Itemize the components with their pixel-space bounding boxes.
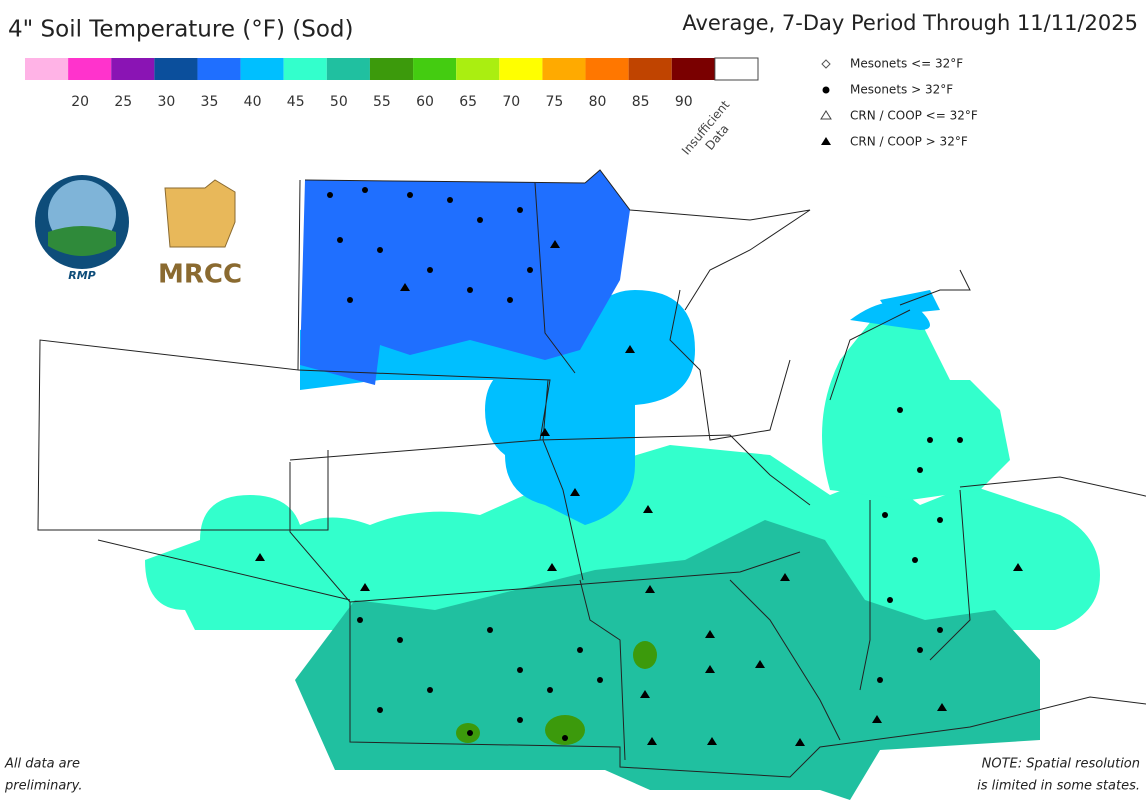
color-swatch	[283, 58, 327, 80]
legend-label: CRN / COOP <= 32°F	[850, 109, 978, 123]
colorbar-label: 60	[416, 94, 434, 110]
subtitle: Average, 7-Day Period Through 11/11/2025	[682, 11, 1138, 35]
legend-icon	[821, 59, 831, 69]
note-right: is limited in some states.	[977, 779, 1140, 794]
colorbar: 20 25 30 35 40 45 50 55 60 65 70 75 80 85 90	[25, 57, 759, 110]
title: 4" Soil Temperature (°F) (Sod)	[8, 17, 354, 43]
legend-icon	[820, 110, 832, 120]
region-40	[850, 290, 940, 330]
color-swatch	[714, 57, 759, 81]
region-45	[822, 310, 1010, 500]
legend-label: Mesonets <= 32°F	[850, 57, 963, 71]
logo-text: MRCC	[158, 260, 242, 290]
colorbar-label: 20	[71, 94, 89, 110]
colorbar-label: 40	[244, 94, 262, 110]
colorbar-label: 35	[201, 94, 219, 110]
mrcc-logo: MRCC	[158, 179, 242, 290]
colorbar-label: 50	[330, 94, 348, 110]
colorbar-label: 65	[459, 94, 477, 110]
map	[37, 169, 1146, 800]
color-swatch	[456, 58, 500, 80]
legend-icon	[821, 137, 831, 145]
colorbar-label: 70	[502, 94, 520, 110]
colorbar-label: 85	[632, 94, 650, 110]
legend: Mesonets <= 32°F Mesonets > 32°F CRN / C…	[820, 57, 978, 149]
color-swatch	[111, 58, 155, 80]
colorbar-label: 45	[287, 94, 305, 110]
colorbar-label: 75	[545, 94, 563, 110]
colorbar-label: 80	[589, 94, 607, 110]
color-swatch	[326, 58, 370, 80]
legend-label: Mesonets > 32°F	[850, 83, 953, 97]
color-swatch	[585, 58, 629, 80]
rmp-logo: RMP	[35, 175, 129, 282]
color-swatch	[628, 58, 672, 80]
color-swatch	[542, 58, 586, 80]
region-50	[295, 520, 1040, 800]
color-swatch	[240, 58, 284, 80]
region-40	[485, 290, 695, 525]
logo-text: RMP	[68, 269, 95, 282]
stations	[255, 187, 1023, 746]
region-55	[545, 715, 585, 745]
color-swatch	[499, 58, 543, 80]
note-right: NOTE: Spatial resolution	[982, 757, 1140, 772]
color-swatch	[671, 58, 715, 80]
region-35	[300, 170, 630, 385]
logo-map	[164, 179, 236, 248]
legend-label: CRN / COOP > 32°F	[850, 135, 968, 149]
notes: All data are preliminary. NOTE: Spatial …	[4, 757, 1140, 794]
colorbar-label: 25	[114, 94, 132, 110]
color-swatch	[25, 58, 69, 80]
color-swatch	[413, 58, 457, 80]
color-swatch	[68, 58, 112, 80]
colorbar-label: 90	[675, 94, 693, 110]
color-swatch	[154, 58, 198, 80]
logo-land	[48, 226, 116, 256]
note-left: All data are	[4, 757, 80, 772]
legend-icon	[822, 86, 830, 94]
color-swatch	[197, 58, 241, 80]
region-55	[633, 641, 657, 669]
colorbar-label: 55	[373, 94, 391, 110]
colorbar-label: 30	[157, 94, 175, 110]
color-swatch	[369, 58, 414, 80]
note-left: preliminary.	[4, 779, 82, 794]
